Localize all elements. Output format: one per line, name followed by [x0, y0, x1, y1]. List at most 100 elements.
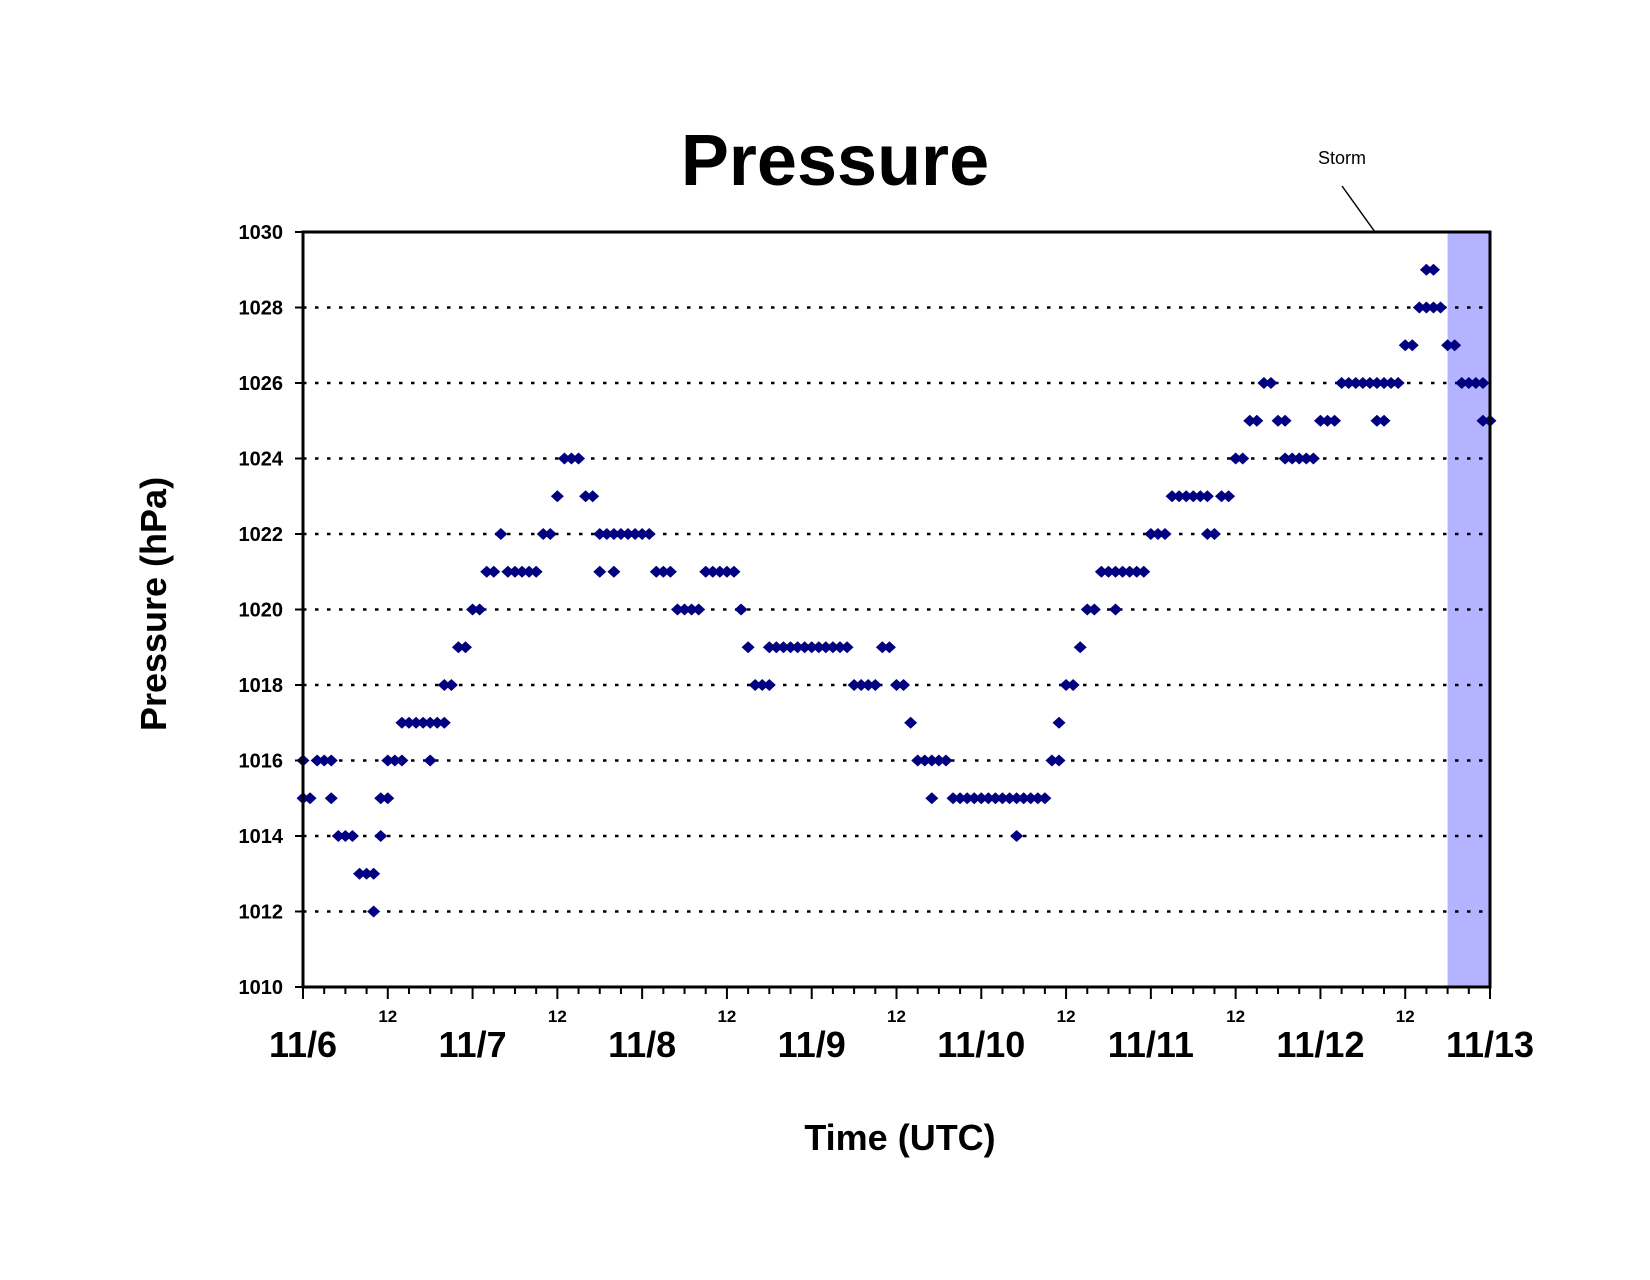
data-point [360, 867, 374, 880]
x-tick-label-day: 11/12 [1276, 1024, 1364, 1065]
data-point [1476, 414, 1490, 427]
data-point [1469, 377, 1483, 389]
data-point [515, 565, 529, 578]
data-point [748, 679, 762, 691]
data-point [1010, 792, 1024, 805]
y-tick-label: 1010 [239, 977, 284, 999]
data-point [1158, 528, 1172, 540]
data-point [1080, 603, 1094, 616]
data-point [1441, 339, 1455, 352]
data-point [317, 754, 331, 767]
data-point [480, 565, 494, 578]
data-point [1045, 754, 1059, 767]
data-point [1299, 452, 1313, 465]
data-point [1151, 528, 1165, 540]
data-point [423, 754, 437, 767]
data-point [579, 490, 593, 503]
y-tick-label: 1018 [239, 675, 284, 697]
data-point [791, 641, 805, 654]
y-tick-label: 1026 [239, 373, 284, 395]
x-tick-label-noon: 12 [1057, 1007, 1076, 1026]
data-point [1116, 565, 1130, 578]
data-point [1193, 490, 1207, 503]
data-point [974, 792, 988, 805]
data-point [1476, 377, 1490, 389]
x-axis: 11/6 12 11/7 12 11/8 12 11/9 12 11/10 12 11/11 12 11… [269, 987, 1534, 1065]
data-point [1250, 414, 1264, 427]
data-point [1179, 490, 1193, 503]
data-point [501, 565, 515, 578]
data-point [805, 641, 819, 654]
data-point [678, 603, 692, 616]
data-point [1172, 490, 1186, 503]
data-point [1031, 792, 1045, 805]
data-point [784, 641, 798, 654]
data-point [1320, 414, 1334, 427]
storm-annotation: Storm [1318, 148, 1366, 168]
data-point [670, 603, 684, 616]
data-point [1462, 377, 1476, 389]
data-point [451, 641, 465, 654]
data-point [663, 565, 677, 578]
data-point [1257, 377, 1271, 389]
chart-title: Pressure [681, 121, 989, 201]
y-tick-label: 1016 [239, 751, 284, 773]
data-point [1144, 528, 1158, 540]
data-point [1384, 377, 1398, 389]
data-point [685, 603, 699, 616]
data-point [741, 641, 755, 654]
y-tick-label: 1022 [239, 524, 284, 546]
data-point [543, 528, 557, 540]
data-point [331, 830, 345, 842]
data-point [727, 565, 741, 578]
data-point [734, 603, 748, 616]
data-point [1087, 603, 1101, 616]
data-point [572, 452, 586, 465]
data-point [1130, 565, 1144, 578]
data-point [911, 754, 925, 767]
data-point [600, 528, 614, 540]
data-point [1264, 377, 1278, 389]
y-axis: 1010 1012 1014 1016 1018 1020 1022 1024 1026 1028… [239, 222, 303, 999]
data-point [430, 716, 444, 729]
data-point [798, 641, 812, 654]
data-point [324, 754, 338, 767]
y-tick-label: 1024 [239, 449, 284, 471]
data-point [1094, 565, 1108, 578]
data-point [374, 792, 388, 805]
data-point [1222, 490, 1236, 503]
data-point [1137, 565, 1151, 578]
data-point [918, 754, 932, 767]
x-tick-label-noon: 12 [1396, 1007, 1415, 1026]
data-point [1370, 414, 1384, 427]
data-point [720, 565, 734, 578]
data-point [1200, 490, 1214, 503]
data-point [444, 679, 458, 691]
data-point [409, 716, 423, 729]
data-point [1271, 414, 1285, 427]
data-point [706, 565, 720, 578]
data-point [621, 528, 635, 540]
data-point [868, 679, 882, 691]
data-point [897, 679, 911, 691]
data-point [925, 754, 939, 767]
data-point [656, 565, 670, 578]
data-point [310, 754, 324, 767]
data-point [614, 528, 628, 540]
data-point [875, 641, 889, 654]
data-point [487, 565, 501, 578]
x-tick-label-noon: 12 [548, 1007, 567, 1026]
data-point [1236, 452, 1250, 465]
data-point [1101, 565, 1115, 578]
data-point [1426, 263, 1440, 276]
data-point [628, 528, 642, 540]
data-point [1398, 339, 1412, 352]
data-point [1292, 452, 1306, 465]
y-tick-label: 1020 [239, 600, 284, 622]
data-point [1455, 377, 1469, 389]
data-point [416, 716, 430, 729]
y-tick-label: 1030 [239, 222, 284, 244]
data-point [1356, 377, 1370, 389]
